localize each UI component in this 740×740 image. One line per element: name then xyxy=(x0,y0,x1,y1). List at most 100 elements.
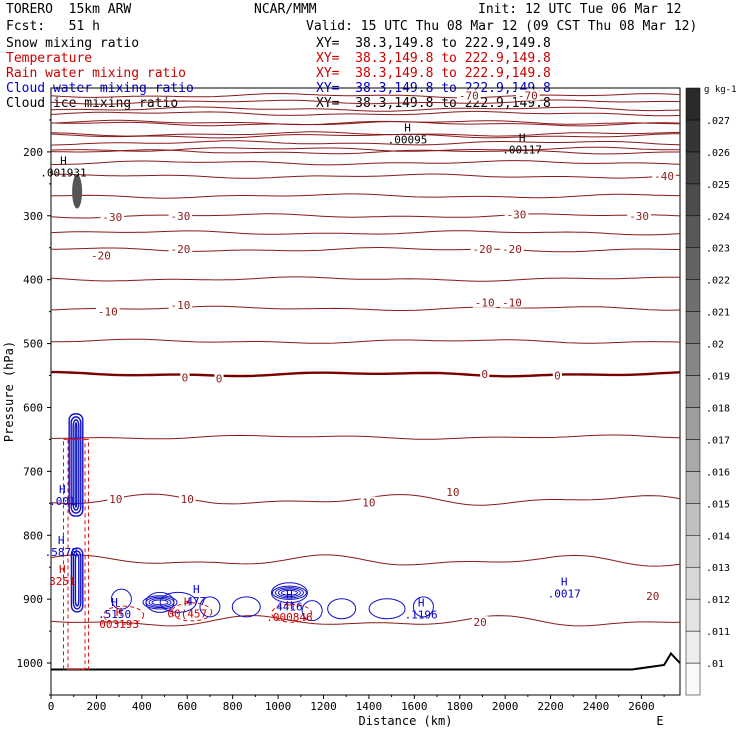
rain-water-contour xyxy=(171,602,213,622)
x-tick-label: 1800 xyxy=(446,700,473,713)
maximum-mark: H xyxy=(404,121,411,134)
y-tick-label: 200 xyxy=(23,146,43,159)
colorbar-swatch xyxy=(685,247,701,280)
x-tick-label: 1200 xyxy=(310,700,337,713)
isotherm-line xyxy=(50,554,681,567)
maximum-mark: H xyxy=(418,597,425,610)
colorbar-label: .018 xyxy=(706,403,730,414)
isotherm-label: -20 xyxy=(170,243,190,256)
isotherm-line xyxy=(50,93,681,99)
isotherm-label: 10 xyxy=(109,493,122,506)
colorbar-swatch xyxy=(685,375,701,408)
y-tick-label: 600 xyxy=(23,401,43,414)
isotherm-label: -10 xyxy=(475,297,495,310)
x-tick-label: 600 xyxy=(177,700,197,713)
colorbar-label: .011 xyxy=(706,627,730,638)
isotherm-label: -30 xyxy=(629,210,649,223)
cloud-water-contour xyxy=(68,413,84,517)
maximum-value-label: 3251 xyxy=(49,575,76,588)
rain-water-contour xyxy=(62,438,89,670)
isotherm-label: -10 xyxy=(502,297,522,310)
isotherm-label: 10 xyxy=(362,497,375,510)
maximum-mark: H xyxy=(111,596,118,609)
maximum-value-label: 00(457 xyxy=(167,607,207,620)
maximum-mark: H xyxy=(58,534,65,547)
isotherm-line xyxy=(50,213,681,219)
colorbar-swatch xyxy=(685,183,701,217)
isotherm-label: 0 xyxy=(554,370,561,383)
colorbar-swatch xyxy=(685,215,701,248)
colorbar-label: .025 xyxy=(706,180,730,191)
isotherm-label-bg xyxy=(168,243,193,255)
rain-water-contour xyxy=(271,603,313,623)
colorbar-label: .015 xyxy=(706,499,730,510)
y-tick-label: 700 xyxy=(23,465,43,478)
isotherm-line xyxy=(50,230,681,236)
y-tick-label: 800 xyxy=(23,529,43,542)
isotherm-label-bg xyxy=(480,368,490,380)
isotherm-label-bg xyxy=(457,89,481,101)
snow-max-shading xyxy=(72,174,83,209)
cloud-water-contour xyxy=(70,416,82,514)
cloud-water-contour xyxy=(327,598,357,620)
terrain-line xyxy=(51,651,681,671)
colorbar-swatch xyxy=(685,662,701,696)
x-tick-label: 1000 xyxy=(265,700,292,713)
cloud-water-contour xyxy=(159,591,197,613)
isotherm-line xyxy=(50,133,680,139)
colorbar-label: .022 xyxy=(706,276,730,287)
colorbar-swatch xyxy=(685,535,701,568)
cloud-water-contour xyxy=(231,596,261,618)
cloud-water-contour xyxy=(277,588,301,598)
cloud-water-contour xyxy=(271,585,307,600)
colorbar-label: .012 xyxy=(706,595,730,606)
x-east-label: E xyxy=(656,714,663,728)
isotherm-line xyxy=(50,193,680,199)
isotherm-label-bg xyxy=(627,209,651,221)
isotherm-label-bg xyxy=(180,371,190,383)
isotherm-label-bg xyxy=(471,616,489,628)
isotherm-line xyxy=(50,110,681,117)
maximum-mark: H xyxy=(193,583,200,596)
isotherm-label: -20 xyxy=(91,249,111,262)
maximum-mark: H xyxy=(60,155,67,168)
isotherm-line xyxy=(50,146,680,152)
maximum-mark: H xyxy=(59,483,66,496)
isotherm-line xyxy=(50,160,681,166)
maximum-mark: H xyxy=(286,588,293,601)
colorbar-swatch xyxy=(685,119,701,153)
cloud-water-contour xyxy=(110,588,132,610)
maximum-mark: H xyxy=(184,595,191,608)
colorbar-label: .01 xyxy=(706,659,724,670)
isotherm-line xyxy=(51,370,681,378)
colorbar-swatch xyxy=(685,343,701,376)
isotherm-label: 20 xyxy=(646,590,659,603)
isotherm-label: 0 xyxy=(182,371,189,384)
colorbar-label: .023 xyxy=(706,244,730,255)
y-tick-label: 1000 xyxy=(17,657,44,670)
rain-water-contour xyxy=(103,605,145,625)
forecast-hour: Fcst: 51 h xyxy=(6,19,100,34)
field-temperature-xy: XY= 38.3,149.8 to 222.9,149.8 xyxy=(316,51,551,66)
field-snow-label: Snow mixing ratio xyxy=(6,36,140,51)
cloud-water-contour xyxy=(412,596,434,618)
x-tick-label: 2600 xyxy=(628,700,655,713)
isotherm-label: -40 xyxy=(654,170,674,183)
isotherm-label-bg xyxy=(652,170,676,182)
cloud-water-contour xyxy=(142,595,178,610)
isotherm-label: -20 xyxy=(502,243,522,256)
cloud-water-contour xyxy=(74,553,80,607)
x-tick-label: 2200 xyxy=(537,700,564,713)
colorbar-swatch xyxy=(685,407,701,440)
maximum-value-label: .001931 xyxy=(40,167,86,180)
cloud-water-contour xyxy=(145,596,175,609)
x-tick-label: 200 xyxy=(86,700,106,713)
x-tick-label: 1400 xyxy=(356,700,383,713)
isotherm-line xyxy=(50,246,680,253)
colorbar-label: .027 xyxy=(706,116,730,127)
isotherm-line xyxy=(50,99,681,105)
isotherm-label-bg xyxy=(214,372,224,384)
cloud-water-contour xyxy=(301,600,323,622)
cloud-water-contour xyxy=(148,598,172,607)
isotherm-label-bg xyxy=(107,492,124,504)
